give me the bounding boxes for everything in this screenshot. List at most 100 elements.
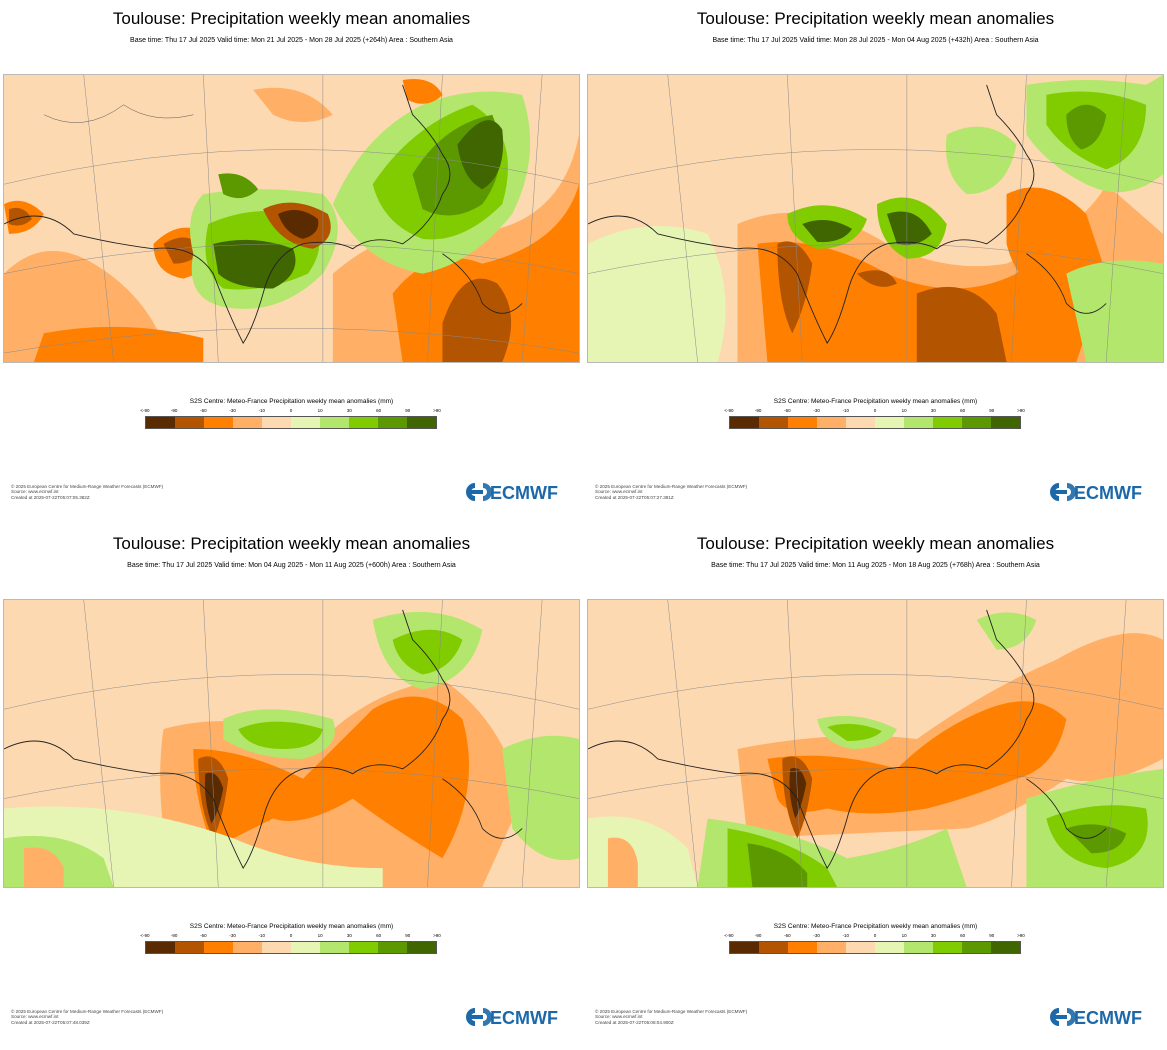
legend-swatch (817, 942, 846, 953)
legend-tick-label: 60 (960, 408, 966, 413)
footer-credits: © 2025 European Centre for Medium-Range … (11, 484, 163, 500)
legend-swatch (291, 942, 320, 953)
legend-swatch (204, 942, 233, 953)
panel-week-3: Toulouse: Precipitation weekly mean anom… (0, 525, 583, 1050)
footer-source: Source: www.ecmwf.int (11, 489, 59, 495)
legend-swatch (759, 942, 788, 953)
legend-swatch (875, 942, 904, 953)
footer-credits: © 2025 European Centre for Medium-Range … (595, 484, 747, 500)
legend-tick-label: 90 (989, 408, 995, 413)
legend-swatch (991, 417, 1020, 428)
legend-tick-label: 90 (405, 933, 411, 938)
footer-created: Created at 2025-07-22T05:08:04.900Z (595, 1019, 674, 1025)
legend-swatch (730, 942, 759, 953)
legend-swatch (962, 942, 991, 953)
legend-colorbar (145, 941, 437, 954)
legend-swatch (378, 942, 407, 953)
logo-text: ECMWF (490, 1008, 558, 1028)
legend-swatch (262, 417, 291, 428)
panel-title: Toulouse: Precipitation weekly mean anom… (112, 9, 471, 28)
legend-tick-label: -60 (200, 933, 207, 938)
legend-swatch (320, 942, 349, 953)
legend-swatch (875, 417, 904, 428)
ecmwf-logo: ECMWF (1047, 1005, 1157, 1029)
legend-swatch (846, 417, 875, 428)
ecmwf-logo: ECMWF (463, 480, 573, 504)
footer-created: Created at 2025-07-22T05:07:27.381Z (595, 494, 674, 500)
legend-tick-label: -90 (754, 408, 762, 413)
logo-text: ECMWF (1074, 1008, 1142, 1028)
legend-title: S2S Centre: Meteo-France Precipitation w… (189, 398, 394, 405)
legend-swatch (962, 417, 991, 428)
legend-swatch (233, 942, 262, 953)
legend-tick-label: <-90 (140, 933, 150, 938)
legend-swatch (904, 942, 933, 953)
footer-source: Source: www.ecmwf.int (595, 489, 643, 495)
legend-swatch (349, 942, 378, 953)
legend-tick-label: -90 (170, 933, 178, 938)
legend-swatch (933, 417, 962, 428)
legend-swatch (175, 417, 204, 428)
footer-copyright: © 2025 European Centre for Medium-Range … (11, 1009, 164, 1014)
legend-title: S2S Centre: Meteo-France Precipitation w… (773, 923, 978, 930)
footer-copyright: © 2025 European Centre for Medium-Range … (595, 1009, 748, 1014)
legend-tick-label: 10 (901, 408, 907, 413)
legend-swatch (991, 942, 1020, 953)
anomaly-map (3, 599, 580, 888)
legend-swatch (407, 942, 436, 953)
panel-title: Toulouse: Precipitation weekly mean anom… (696, 9, 1055, 28)
legend-tick-label: 10 (317, 933, 323, 938)
legend-tick-label: 0 (289, 933, 293, 938)
legend-title: S2S Centre: Meteo-France Precipitation w… (773, 398, 978, 405)
legend-tick-label: >90 (1017, 933, 1025, 938)
legend-swatch (262, 942, 291, 953)
footer-copyright: © 2025 European Centre for Medium-Range … (595, 484, 748, 489)
ecmwf-logo: ECMWF (1047, 480, 1157, 504)
legend-tick-label: -10 (842, 408, 850, 413)
footer-source: Source: www.ecmwf.int (595, 1014, 643, 1020)
legend-tick-label: -90 (170, 408, 178, 413)
legend-tick-label: -90 (754, 933, 762, 938)
legend-swatch (175, 942, 204, 953)
footer-credits: © 2025 European Centre for Medium-Range … (11, 1009, 163, 1025)
legend-tick-label: <-90 (724, 408, 734, 413)
legend-ticks: <-90 -90 -60 -30 -10 0 10 30 60 90 >90 (724, 933, 1028, 941)
legend-swatch (407, 417, 436, 428)
panel-week-4: Toulouse: Precipitation weekly mean anom… (584, 525, 1167, 1050)
legend-tick-label: 30 (346, 408, 352, 413)
legend-tick-label: -60 (200, 408, 207, 413)
footer-created: Created at 2025-07-22T05:07:48.039Z (11, 1019, 90, 1025)
legend-tick-label: -10 (842, 933, 850, 938)
legend-tick-label: >90 (1017, 408, 1025, 413)
legend-swatch (204, 417, 233, 428)
legend-tick-label: <-90 (140, 408, 150, 413)
legend-colorbar (729, 416, 1021, 429)
legend-swatch (788, 417, 817, 428)
legend-swatch (817, 417, 846, 428)
legend-tick-label: 30 (930, 408, 936, 413)
legend-swatch (730, 417, 759, 428)
legend-tick-label: >90 (433, 933, 441, 938)
anomaly-map (3, 74, 580, 363)
footer-created: Created at 2025-07-22T05:07:05.382Z (11, 494, 90, 500)
legend-tick-label: 60 (376, 933, 382, 938)
legend-swatch (788, 942, 817, 953)
footer-source: Source: www.ecmwf.int (11, 1014, 59, 1020)
legend-tick-label: -10 (258, 408, 266, 413)
legend-tick-label: 10 (901, 933, 907, 938)
legend-swatch (933, 942, 962, 953)
legend-tick-label: -10 (258, 933, 266, 938)
panel-title: Toulouse: Precipitation weekly mean anom… (696, 534, 1055, 553)
legend-tick-label: 90 (405, 408, 411, 413)
legend-swatch (378, 417, 407, 428)
logo-text: ECMWF (490, 483, 558, 503)
legend-tick-label: >90 (433, 408, 441, 413)
legend-tick-label: 30 (346, 933, 352, 938)
legend-swatch (146, 942, 175, 953)
panel-title: Toulouse: Precipitation weekly mean anom… (112, 534, 471, 553)
legend-tick-label: 0 (873, 933, 877, 938)
legend-tick-label: 10 (317, 408, 323, 413)
footer-copyright: © 2025 European Centre for Medium-Range … (11, 484, 164, 489)
legend-tick-label: <-90 (724, 933, 734, 938)
anomaly-map (587, 599, 1164, 888)
